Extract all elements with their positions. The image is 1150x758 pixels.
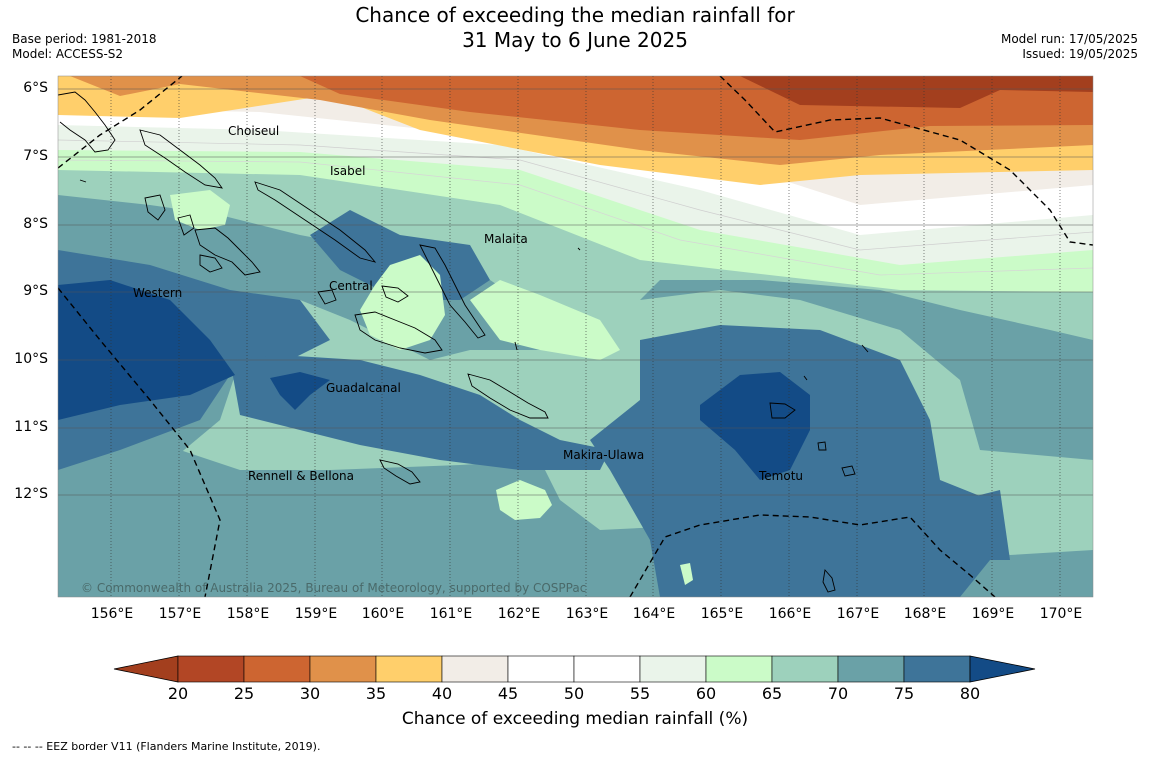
label-malaita: Malaita [484, 232, 528, 246]
colorbar-swatch-60-65 [705, 655, 773, 683]
lon-label-157e: 157°E [158, 606, 202, 622]
base-period: Base period: 1981-2018 [12, 32, 157, 46]
label-makira-ulawa: Makira-Ulawa [563, 448, 644, 462]
colorbar-swatch-70-75 [837, 655, 905, 683]
lat-label-7s: 7°S [23, 148, 48, 164]
label-rennell-bellona: Rennell & Bellona [248, 469, 354, 483]
colorbar-swatch-55-60 [639, 655, 707, 683]
map-title: Chance of exceeding the median rainfall … [0, 3, 1150, 53]
lon-label-156e: 156°E [90, 606, 134, 622]
lon-label-165e: 165°E [700, 606, 744, 622]
meta-left: Base period: 1981-2018 Model: ACCESS-S2 [12, 32, 157, 62]
colorbar-arrow-high [969, 655, 1036, 683]
lon-label-161e: 161°E [429, 606, 473, 622]
lon-label-158e: 158°E [226, 606, 270, 622]
issued-date: Issued: 19/05/2025 [1022, 47, 1138, 61]
lon-label-162e: 162°E [497, 606, 541, 622]
label-western: Western [133, 286, 182, 300]
rainfall-map: Choiseul Isabel Malaita Western Central … [57, 75, 1094, 598]
lon-label-167e: 167°E [836, 606, 880, 622]
lon-label-163e: 163°E [565, 606, 609, 622]
colorbar-swatch-50-55 [573, 655, 641, 683]
colorbar-tick-65: 65 [761, 684, 783, 703]
colorbar-swatch-25-30 [243, 655, 311, 683]
colorbar-swatch-45-50 [507, 655, 575, 683]
colorbar-tick-50: 50 [563, 684, 585, 703]
colorbar-tick-80: 80 [959, 684, 981, 703]
lat-label-9s: 9°S [23, 283, 48, 299]
colorbar-tick-25: 25 [233, 684, 255, 703]
colorbar-arrow-low [113, 655, 179, 683]
colorbar-tick-75: 75 [893, 684, 915, 703]
colorbar-tick-40: 40 [431, 684, 453, 703]
lon-label-170e: 170°E [1039, 606, 1083, 622]
title-line-2: 31 May to 6 June 2025 [462, 28, 688, 52]
lon-label-169e: 169°E [971, 606, 1015, 622]
colorbar-tick-35: 35 [365, 684, 387, 703]
title-line-1: Chance of exceeding the median rainfall … [355, 3, 795, 27]
lat-label-11s: 11°S [14, 419, 48, 435]
colorbar-swatch-20-25 [177, 655, 245, 683]
colorbar-swatch-30-35 [309, 655, 377, 683]
colorbar-label: Chance of exceeding median rainfall (%) [401, 709, 749, 729]
model-run: Model run: 17/05/2025 [1000, 32, 1138, 46]
colorbar-tick-45: 45 [497, 684, 519, 703]
rainfall-field [58, 76, 1093, 597]
colorbar-tick-55: 55 [629, 684, 651, 703]
colorbar-tick-30: 30 [299, 684, 321, 703]
lon-label-168e: 168°E [903, 606, 947, 622]
colorbar-swatch-35-40 [375, 655, 443, 683]
lat-label-12s: 12°S [14, 486, 48, 502]
eez-borders [58, 76, 1093, 597]
lon-label-159e: 159°E [294, 606, 338, 622]
eez-legend-note: -- -- -- EEZ border V11 (Flanders Marine… [12, 740, 321, 753]
lon-label-160e: 160°E [361, 606, 405, 622]
colorbar-tick-20: 20 [167, 684, 189, 703]
lat-label-6s: 6°S [23, 80, 48, 96]
lon-label-164e: 164°E [632, 606, 676, 622]
label-isabel: Isabel [330, 164, 365, 178]
coastlines [58, 91, 869, 593]
lat-label-8s: 8°S [23, 216, 48, 232]
meta-right: Model run: 17/05/2025 Issued: 19/05/2025 [1001, 32, 1138, 62]
lon-label-166e: 166°E [768, 606, 812, 622]
colorbar-swatch-40-45 [441, 655, 509, 683]
model-name: Model: ACCESS-S2 [12, 47, 124, 61]
province-labels: Choiseul Isabel Malaita Western Central … [133, 124, 803, 483]
label-choiseul: Choiseul [228, 124, 279, 138]
label-central: Central [329, 279, 373, 293]
colorbar-swatch-75-80 [903, 655, 971, 683]
colorbar-swatch-65-70 [771, 655, 839, 683]
copyright-notice: © Commonwealth of Australia 2025, Bureau… [81, 581, 586, 595]
lat-label-10s: 10°S [14, 351, 48, 367]
colorbar-tick-70: 70 [827, 684, 849, 703]
colorbar-tick-60: 60 [695, 684, 717, 703]
label-guadalcanal: Guadalcanal [326, 381, 401, 395]
label-temotu: Temotu [758, 469, 803, 483]
